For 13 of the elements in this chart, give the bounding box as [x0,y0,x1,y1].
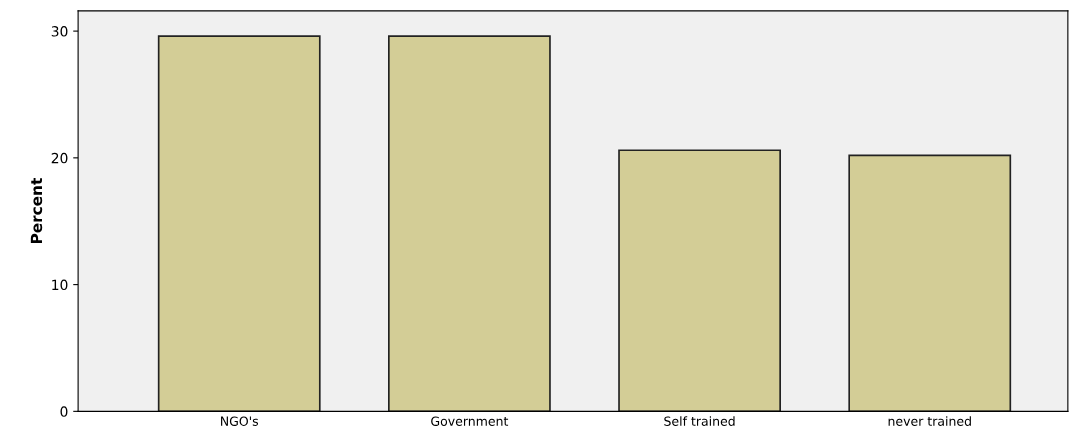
x-tick-label: never trained [888,416,971,426]
y-tick-label: 10 [52,279,68,291]
bar [848,154,1012,412]
x-tick-label: Government [431,416,509,426]
bar [157,35,321,412]
y-tick-label: 0 [60,406,68,417]
bar [388,35,551,412]
x-tick-label: NGO's [221,416,259,426]
y-tick-label: 20 [51,152,68,164]
x-tick-label: Self trained [664,416,735,426]
y-axis-title: Percent [30,178,43,244]
bar [618,149,781,412]
y-tick-label: 30 [51,26,68,37]
